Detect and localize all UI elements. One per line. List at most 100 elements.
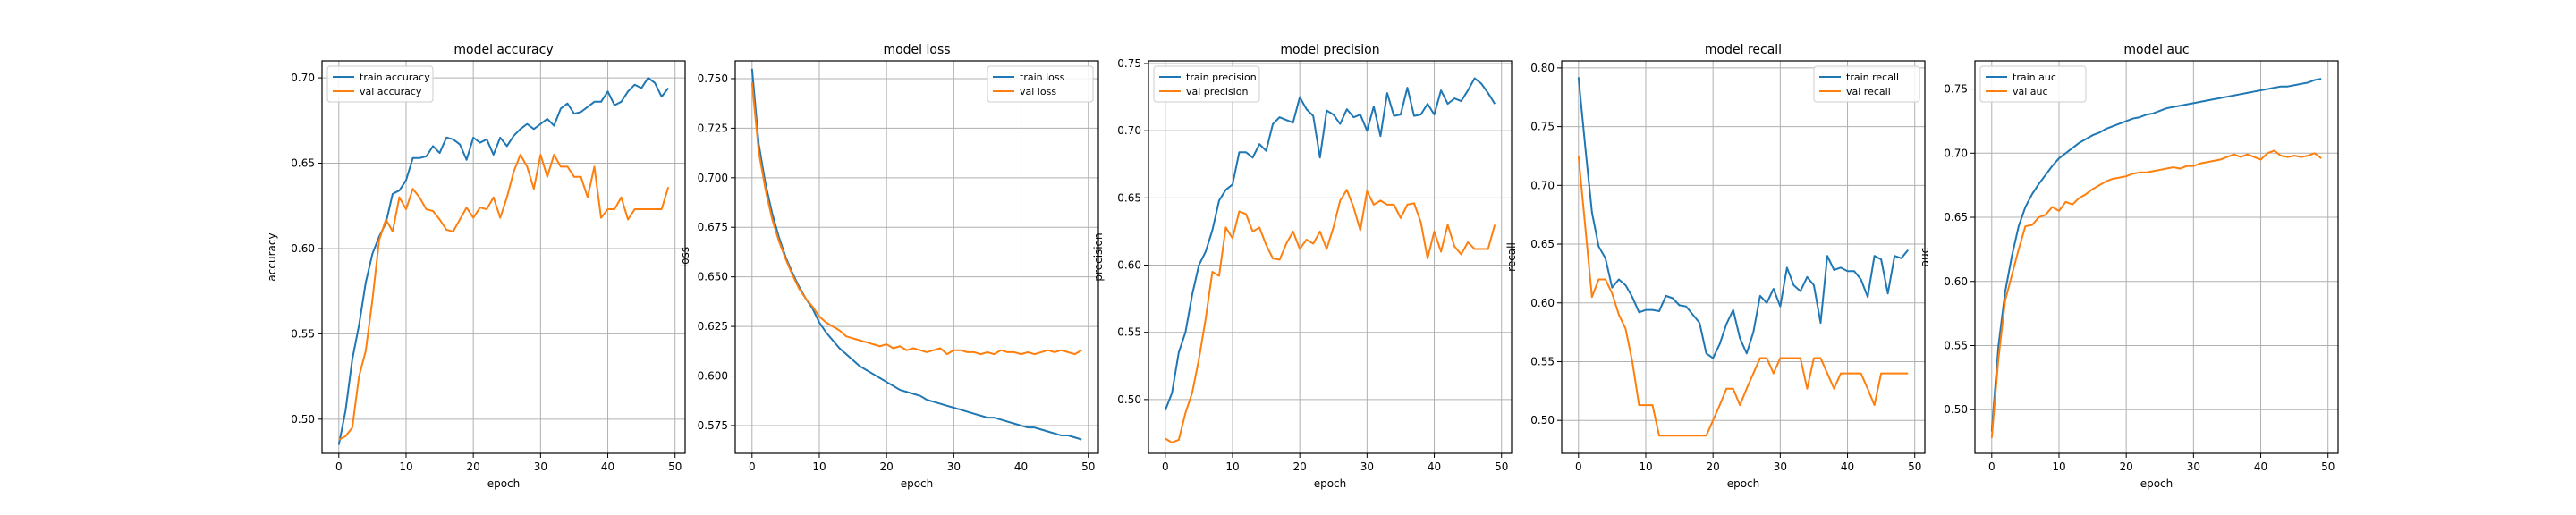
y-tick-label: 0.55 (1530, 355, 1555, 367)
series-line-val (1990, 149, 2322, 438)
legend-label: train accuracy (360, 72, 430, 83)
chart-panel: 0 10 20 30 40 50 0.50 0.55 0.60 0.65 0.70 0.75 model… (1092, 43, 1513, 490)
legend-box (326, 65, 434, 103)
y-tick-label: 0.650 (698, 271, 728, 283)
legend-box (1813, 65, 1920, 103)
chart-title: model auc (2123, 43, 2189, 57)
legend: train recall val recall (1813, 65, 1920, 103)
y-tick-label: 0.50 (291, 413, 315, 426)
y-tick-label: 0.65 (1530, 238, 1555, 250)
y-tick-label: 0.65 (1944, 211, 1968, 224)
x-tick-label: 20 (1707, 460, 1720, 473)
legend-label: train auc (2012, 72, 2056, 83)
x-tick-label: 40 (601, 460, 614, 473)
chart-title: model precision (1280, 43, 1379, 57)
series-line-val (750, 82, 1082, 356)
x-tick-label: 0 (1162, 460, 1169, 473)
x-tick-label: 20 (880, 460, 894, 473)
series-line-train (1164, 77, 1496, 411)
legend-label: train precision (1186, 72, 1257, 83)
chart-panel: 0 10 20 30 40 50 0.50 0.55 0.60 0.65 0.70 0.75 0.80 m… (1505, 43, 1926, 490)
legend: train loss val loss (987, 65, 1094, 103)
y-tick-label: 0.65 (1117, 191, 1141, 204)
y-tick-label: 0.75 (1530, 121, 1555, 133)
legend-label: val precision (1186, 86, 1248, 97)
legend: train precision val precision (1153, 65, 1260, 103)
legend-box (1979, 65, 2087, 103)
x-tick-label: 0 (749, 460, 756, 473)
legend-label: val loss (1020, 86, 1056, 97)
plot-frame (1561, 60, 1926, 454)
x-tick-label: 0 (1988, 460, 1996, 473)
legend-box (987, 65, 1094, 103)
legend-label: val recall (1846, 86, 1891, 97)
legend-label: train loss (1020, 72, 1065, 83)
x-tick-label: 10 (1225, 460, 1239, 473)
plot-frame (1974, 60, 2339, 454)
y-tick-label: 0.70 (1117, 124, 1141, 137)
y-tick-label: 0.750 (698, 72, 728, 85)
y-tick-label: 0.725 (698, 122, 728, 134)
series-line-val (1165, 189, 1496, 443)
x-axis-label: epoch (487, 477, 521, 490)
y-tick-label: 0.625 (698, 320, 728, 333)
x-tick-label: 10 (399, 460, 412, 473)
y-tick-label: 0.55 (1117, 326, 1141, 339)
plot-frame (734, 60, 1099, 454)
y-tick-label: 0.575 (698, 419, 728, 432)
y-tick-label: 0.50 (1944, 403, 1968, 416)
y-tick-label: 0.70 (1944, 147, 1968, 159)
x-tick-label: 30 (534, 460, 547, 473)
series-line-train (750, 68, 1082, 441)
x-tick-label: 50 (2321, 460, 2334, 473)
legend: train auc val auc (1979, 65, 2087, 103)
plot-frame (1148, 60, 1513, 454)
x-tick-label: 50 (1081, 460, 1095, 473)
y-axis-label: loss (679, 247, 691, 267)
x-axis-label: epoch (901, 477, 934, 490)
x-tick-label: 30 (1360, 460, 1374, 473)
series-line-val (1577, 156, 1909, 437)
plot-frame (321, 60, 686, 454)
y-tick-label: 0.60 (291, 242, 315, 255)
y-axis-label: accuracy (266, 232, 278, 281)
x-axis-label: epoch (1314, 477, 1347, 490)
x-tick-label: 20 (467, 460, 480, 473)
y-tick-label: 0.55 (1944, 339, 1968, 351)
x-tick-label: 0 (1575, 460, 1582, 473)
y-tick-label: 0.70 (1530, 179, 1555, 191)
y-axis-label: auc (1919, 248, 1931, 267)
legend-label: val accuracy (360, 86, 422, 97)
y-axis-label: recall (1505, 242, 1518, 272)
x-tick-label: 40 (1428, 460, 1441, 473)
x-tick-label: 30 (947, 460, 961, 473)
x-tick-label: 40 (1841, 460, 1854, 473)
x-tick-label: 40 (1014, 460, 1028, 473)
x-tick-label: 30 (1774, 460, 1787, 473)
x-tick-label: 50 (668, 460, 682, 473)
legend-label: val auc (2012, 86, 2048, 97)
series-line-val (338, 153, 670, 441)
x-tick-label: 0 (335, 460, 343, 473)
y-tick-label: 0.55 (291, 327, 315, 340)
y-tick-label: 0.60 (1530, 297, 1555, 309)
series-line-train (1990, 78, 2322, 432)
series-line-train (1577, 77, 1909, 359)
chart-title: model recall (1705, 43, 1782, 57)
x-tick-label: 20 (1293, 460, 1307, 473)
y-tick-label: 0.50 (1530, 414, 1555, 426)
y-tick-label: 0.75 (1944, 83, 1968, 96)
y-tick-label: 0.700 (698, 172, 728, 184)
x-axis-label: epoch (1727, 477, 1760, 490)
chart-title: model loss (883, 43, 950, 57)
x-tick-label: 50 (1495, 460, 1508, 473)
x-tick-label: 10 (1639, 460, 1652, 473)
y-tick-label: 0.80 (1530, 62, 1555, 74)
chart-panel: 0 10 20 30 40 50 0.50 0.55 0.60 0.65 0.70 0.75 model… (1919, 43, 2339, 490)
y-tick-label: 0.75 (1117, 57, 1141, 70)
x-tick-label: 30 (2187, 460, 2200, 473)
y-tick-label: 0.675 (698, 221, 728, 233)
legend-box (1153, 65, 1260, 103)
x-axis-label: epoch (2140, 477, 2174, 490)
